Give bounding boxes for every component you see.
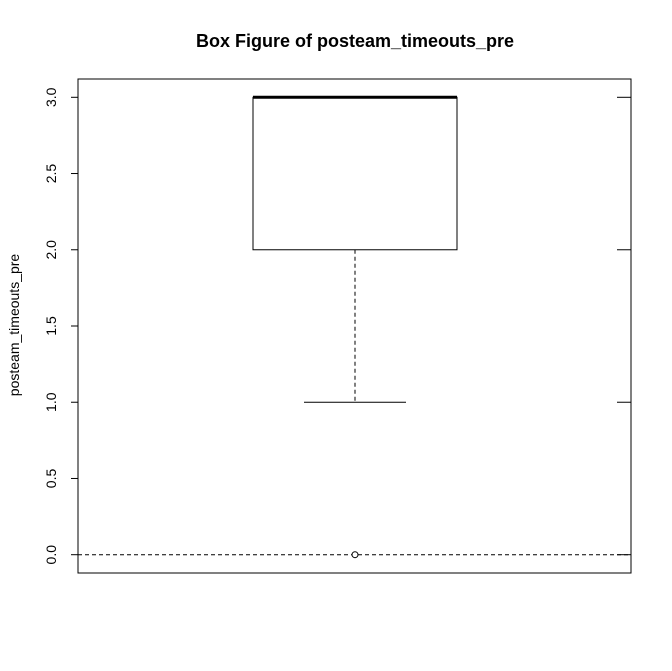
y-tick-label-2: 1.0 (43, 392, 59, 412)
y-tick-label-0: 0.0 (43, 545, 59, 565)
outlier-point-0 (351, 551, 359, 559)
y-tick-label-3: 1.5 (43, 316, 59, 336)
plot-frame (77, 78, 632, 574)
y-tick-label-5: 2.5 (43, 164, 59, 184)
chart-marks (78, 95, 631, 559)
y-tick-label-1: 0.5 (43, 469, 59, 489)
y-axis: 0.0 0.5 1.0 1.5 2.0 2.5 3.0 (43, 87, 79, 565)
box-iqr (252, 96, 458, 251)
right-tick-marks (617, 96, 631, 556)
y-tick-label-6: 3.0 (43, 87, 59, 107)
chart-title: Box Figure of posteam_timeouts_pre (196, 31, 514, 51)
y-axis-label: posteam_timeouts_pre (6, 254, 22, 397)
y-tick-label-4: 2.0 (43, 240, 59, 260)
